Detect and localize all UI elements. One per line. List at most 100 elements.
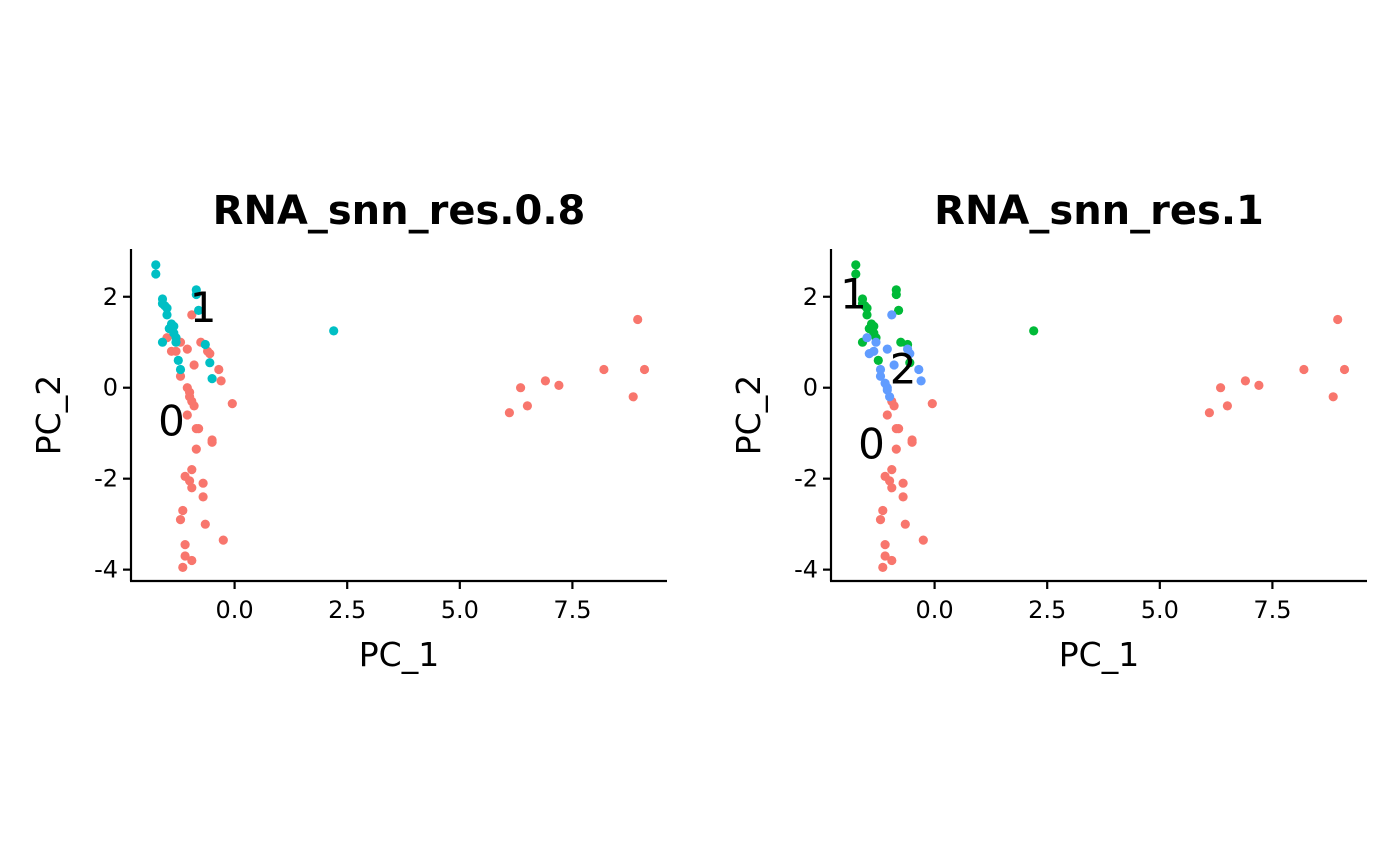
point-cluster-0: [1339, 364, 1350, 375]
x-tick-label: 0.0: [216, 596, 254, 624]
point-cluster-0: [516, 383, 526, 393]
point-cluster-0: [1328, 392, 1338, 402]
point-cluster-1: [173, 355, 183, 365]
point-cluster-0: [875, 515, 886, 525]
point-cluster-0: [1333, 314, 1343, 325]
point-cluster-0: [887, 483, 897, 493]
x-ticks: 0.0 2.5 5.0 7.5: [216, 581, 591, 624]
point-cluster-0: [887, 555, 897, 566]
point-cluster-2: [885, 392, 895, 402]
point-cluster-1: [905, 358, 915, 368]
point-cluster-0: [178, 562, 188, 573]
scatter-points: [851, 260, 1350, 573]
point-cluster-1: [891, 289, 901, 300]
point-cluster-0: [1254, 380, 1264, 390]
point-cluster-0: [889, 401, 899, 411]
point-cluster-0: [191, 444, 201, 454]
point-cluster-0: [180, 551, 190, 561]
point-cluster-0: [194, 424, 204, 434]
point-cluster-0: [178, 505, 188, 516]
point-cluster-1: [151, 260, 161, 270]
point-cluster-0: [907, 437, 917, 447]
point-cluster-0: [1216, 383, 1226, 393]
x-ticks: 0.0 2.5 5.0 7.5: [916, 581, 1291, 624]
scatter-points: [151, 260, 650, 573]
cluster-label-1: 1: [190, 283, 217, 332]
point-cluster-0: [898, 478, 908, 488]
point-cluster-0: [182, 410, 192, 420]
cluster-label-0: 0: [158, 397, 185, 446]
x-tick-label: 2.5: [1028, 596, 1066, 624]
x-tick-label: 7.5: [553, 596, 591, 624]
y-tick-label: 0: [103, 374, 118, 402]
point-cluster-0: [522, 401, 533, 411]
point-cluster-0: [198, 492, 208, 502]
point-cluster-0: [1240, 376, 1250, 386]
y-tick-label: 2: [803, 283, 818, 311]
point-cluster-0: [885, 476, 895, 486]
point-cluster-1: [194, 305, 204, 315]
point-cluster-0: [187, 555, 197, 566]
x-tick-label: 5.0: [441, 596, 479, 624]
point-cluster-1: [869, 321, 879, 331]
cluster-labels: 0 12: [840, 269, 916, 468]
point-cluster-0: [198, 478, 208, 488]
point-cluster-1: [175, 364, 186, 375]
cluster-labels: 01: [158, 283, 216, 446]
point-cluster-0: [187, 465, 197, 475]
point-cluster-2: [882, 344, 892, 354]
point-cluster-0: [175, 371, 186, 381]
point-cluster-2: [871, 337, 881, 347]
point-cluster-1: [200, 339, 210, 350]
x-tick-label: 2.5: [328, 596, 366, 624]
y-axis-label: PC_2: [729, 375, 768, 455]
point-cluster-1: [151, 269, 161, 279]
y-tick-label: -4: [794, 556, 818, 584]
point-cluster-0: [187, 310, 197, 320]
point-cluster-0: [227, 399, 237, 409]
point-cluster-0: [218, 535, 228, 545]
point-cluster-1: [169, 321, 179, 331]
point-cluster-0: [599, 364, 609, 375]
point-cluster-0: [189, 401, 199, 411]
point-cluster-0: [891, 444, 901, 454]
point-cluster-1: [162, 310, 172, 320]
point-cluster-0: [882, 410, 892, 420]
point-cluster-0: [171, 346, 181, 356]
point-cluster-1: [157, 337, 168, 347]
point-cluster-0: [628, 392, 638, 402]
cluster-label-1: 1: [840, 269, 867, 318]
point-cluster-2: [916, 376, 926, 386]
point-cluster-1: [862, 303, 872, 313]
point-cluster-1: [851, 269, 861, 279]
point-cluster-0: [554, 380, 564, 390]
point-cluster-0: [639, 364, 650, 375]
point-cluster-1: [207, 374, 217, 384]
point-cluster-1: [171, 337, 181, 347]
y-tick-label: -2: [794, 465, 818, 493]
point-cluster-0: [205, 349, 215, 359]
point-cluster-2: [875, 364, 886, 375]
point-cluster-0: [540, 376, 551, 386]
point-cluster-0: [878, 562, 888, 573]
point-cluster-2: [862, 333, 872, 343]
point-cluster-0: [878, 505, 888, 516]
point-cluster-0: [880, 540, 890, 550]
point-cluster-2: [889, 360, 899, 370]
x-tick-label: 5.0: [1141, 596, 1179, 624]
point-cluster-0: [900, 519, 910, 529]
x-tick-label: 0.0: [916, 596, 954, 624]
point-cluster-0: [187, 483, 197, 493]
panel-title: RNA_snn_res.0.8: [213, 188, 586, 234]
point-cluster-0: [175, 515, 186, 525]
point-cluster-1: [162, 303, 172, 313]
point-cluster-0: [898, 492, 908, 502]
point-cluster-2: [914, 364, 924, 375]
point-cluster-0: [918, 535, 928, 545]
point-cluster-0: [894, 424, 904, 434]
x-axis-label: PC_1: [1059, 635, 1139, 674]
point-cluster-1: [329, 326, 339, 336]
panel-title: RNA_snn_res.1: [934, 188, 1264, 234]
point-cluster-1: [873, 355, 883, 365]
cluster-label-2: 2: [890, 344, 917, 393]
